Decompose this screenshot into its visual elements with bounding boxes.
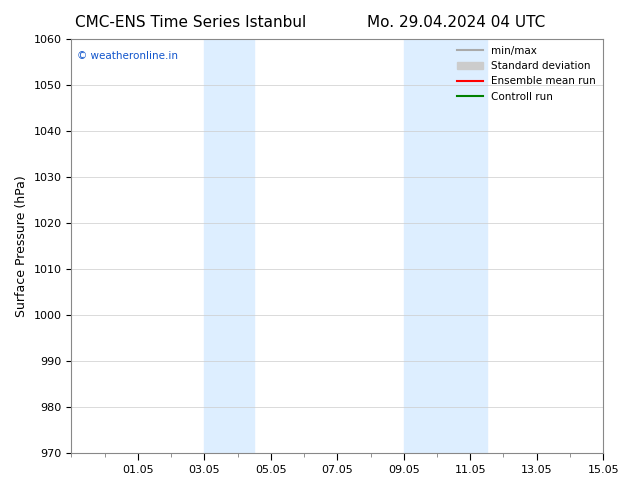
Bar: [204, 39, 254, 453]
Legend: min/max, Standard deviation, Ensemble mean run, Controll run: min/max, Standard deviation, Ensemble me…: [453, 42, 600, 106]
Text: CMC-ENS Time Series Istanbul: CMC-ENS Time Series Istanbul: [75, 15, 306, 30]
Text: © weatheronline.in: © weatheronline.in: [77, 51, 178, 61]
Text: Mo. 29.04.2024 04 UTC: Mo. 29.04.2024 04 UTC: [367, 15, 546, 30]
Bar: [404, 39, 487, 453]
Y-axis label: Surface Pressure (hPa): Surface Pressure (hPa): [15, 175, 28, 317]
